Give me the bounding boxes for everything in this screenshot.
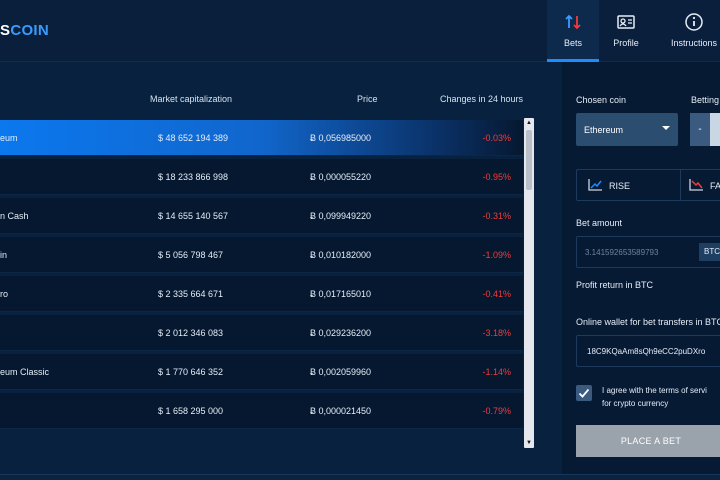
coin-market-cap: $ 2 335 664 671 — [158, 289, 224, 299]
terms-line-1: I agree with the terms of servi — [602, 386, 707, 395]
nav-instructions-label: Instructions — [670, 38, 718, 48]
coin-price: Ƀ 0,056985000 — [310, 133, 372, 143]
coin-market-cap: $ 5 056 798 467 — [158, 250, 224, 260]
nav-bets[interactable]: Bets — [547, 0, 599, 62]
betting-label: Betting — [691, 95, 720, 105]
coin-price: Ƀ 0,000055220 — [310, 172, 372, 182]
table-row[interactable]: in $ 5 056 798 467 Ƀ 0,010182000 -1.09% — [0, 237, 523, 273]
table-row[interactable]: ro $ 2 335 664 671 Ƀ 0,017165010 -0.41% — [0, 276, 523, 312]
header-change[interactable]: Changes in 24 hours — [440, 94, 524, 104]
bet-panel: Chosen coin Betting Ethereum - RISE FA B… — [562, 62, 720, 474]
coin-market-cap: $ 14 655 140 567 — [158, 211, 229, 221]
top-header: SCOIN Bets Profile Instructions — [0, 0, 720, 62]
coin-select-value: Ethereum — [584, 125, 624, 135]
table-row[interactable]: $ 2 012 346 083 Ƀ 0,029236200 -3.18% — [0, 315, 523, 351]
logo-prefix: S — [0, 22, 11, 39]
coin-name: n Cash — [0, 211, 29, 221]
nav-profile[interactable]: Profile — [600, 0, 652, 62]
info-icon — [685, 13, 703, 31]
header-market-cap[interactable]: Market capitalization — [150, 94, 233, 104]
coin-name: ro — [0, 289, 9, 299]
table-row[interactable]: $ 1 658 295 000 Ƀ 0,000021450 -0.79% — [0, 393, 523, 429]
logo-main: COIN — [10, 22, 50, 39]
fall-button[interactable]: FA — [682, 170, 720, 200]
coin-market-cap: $ 1 658 295 000 — [158, 406, 224, 416]
coin-price: Ƀ 0,099949220 — [310, 211, 372, 221]
coin-change: -0.41% — [482, 289, 511, 299]
stepper-minus-button[interactable]: - — [690, 113, 710, 146]
table-header: Market capitalization Price Changes in 2… — [0, 94, 540, 112]
coin-market-cap: $ 18 233 866 998 — [158, 172, 229, 182]
coin-market-cap: $ 1 770 646 352 — [158, 367, 224, 377]
rise-label: RISE — [609, 181, 631, 191]
terms-text: I agree with the terms of servi for cryp… — [602, 384, 707, 410]
coin-change: -1.09% — [482, 250, 511, 260]
fall-chart-icon — [689, 179, 703, 191]
rise-chart-icon — [588, 179, 602, 191]
chosen-coin-label: Chosen coin — [576, 95, 627, 105]
terms-checkbox[interactable] — [576, 385, 592, 401]
nav-bets-label: Bets — [563, 38, 582, 48]
scroll-down-arrow-icon[interactable]: ▼ — [526, 440, 532, 446]
coin-market-cap: $ 48 652 194 389 — [158, 133, 229, 143]
currency-select[interactable]: BTC — [699, 243, 720, 261]
coin-price: Ƀ 0,000021450 — [310, 406, 372, 416]
nav-profile-label: Profile — [613, 38, 639, 48]
coin-table-panel: Market capitalization Price Changes in 2… — [0, 62, 562, 474]
table-row[interactable]: eum $ 48 652 194 389 Ƀ 0,056985000 -0.03… — [0, 120, 523, 156]
coin-market-cap: $ 2 012 346 083 — [158, 328, 224, 338]
coin-change: -0.03% — [482, 133, 511, 143]
coin-name: eum Classic — [0, 367, 50, 377]
sort-arrows-icon — [565, 14, 581, 30]
coin-price: Ƀ 0,010182000 — [310, 250, 372, 260]
coin-name: in — [0, 250, 8, 260]
nav-instructions[interactable]: Instructions — [668, 0, 720, 62]
scroll-up-arrow-icon[interactable]: ▲ — [526, 120, 532, 126]
coin-select[interactable]: Ethereum — [576, 113, 678, 146]
coin-change: -0.79% — [482, 406, 511, 416]
bet-amount-value: 3.141592653589793 — [585, 248, 659, 257]
coin-price: Ƀ 0,002059960 — [310, 367, 372, 377]
coin-price: Ƀ 0,017165010 — [310, 289, 372, 299]
table-row[interactable]: eum Classic $ 1 770 646 352 Ƀ 0,00205996… — [0, 354, 523, 390]
coin-change: -1.14% — [482, 367, 511, 377]
bet-amount-label: Bet amount — [576, 218, 623, 228]
profit-label: Profit return in BTC — [576, 280, 654, 290]
fall-label: FA — [710, 181, 720, 191]
table-scrollbar[interactable]: ▲ ▼ — [524, 118, 534, 448]
direction-toggle: RISE FA — [576, 169, 720, 201]
checkmark-icon — [578, 388, 590, 398]
wallet-label: Online wallet for bet transfers in BTC — [576, 317, 720, 327]
place-bet-button[interactable]: PLACE A BET — [576, 425, 720, 457]
scroll-thumb[interactable] — [526, 130, 532, 190]
coin-name: eum — [0, 133, 18, 143]
chevron-down-icon — [662, 126, 670, 130]
coin-change: -0.31% — [482, 211, 511, 221]
table-row[interactable]: n Cash $ 14 655 140 567 Ƀ 0,099949220 -0… — [0, 198, 523, 234]
coin-change: -3.18% — [482, 328, 511, 338]
wallet-value: 18C9KQaAm8sQh9eCC2puDXro — [587, 347, 706, 356]
bet-amount-field[interactable]: 3.141592653589793 BTC — [576, 236, 720, 268]
header-price[interactable]: Price — [357, 94, 378, 104]
coin-change: -0.95% — [482, 172, 511, 182]
coin-price: Ƀ 0,029236200 — [310, 328, 372, 338]
coin-rows: eum $ 48 652 194 389 Ƀ 0,056985000 -0.03… — [0, 120, 523, 432]
betting-stepper[interactable]: - — [690, 113, 720, 146]
wallet-field[interactable]: 18C9KQaAm8sQh9eCC2puDXro — [576, 335, 720, 367]
bottom-band — [0, 474, 720, 480]
table-row[interactable]: $ 18 233 866 998 Ƀ 0,000055220 -0.95% — [0, 159, 523, 195]
rise-button[interactable]: RISE — [577, 170, 681, 200]
terms-line-2: for crypto currency — [602, 399, 669, 408]
app-logo[interactable]: SCOIN — [0, 22, 49, 39]
id-card-icon — [617, 15, 635, 29]
